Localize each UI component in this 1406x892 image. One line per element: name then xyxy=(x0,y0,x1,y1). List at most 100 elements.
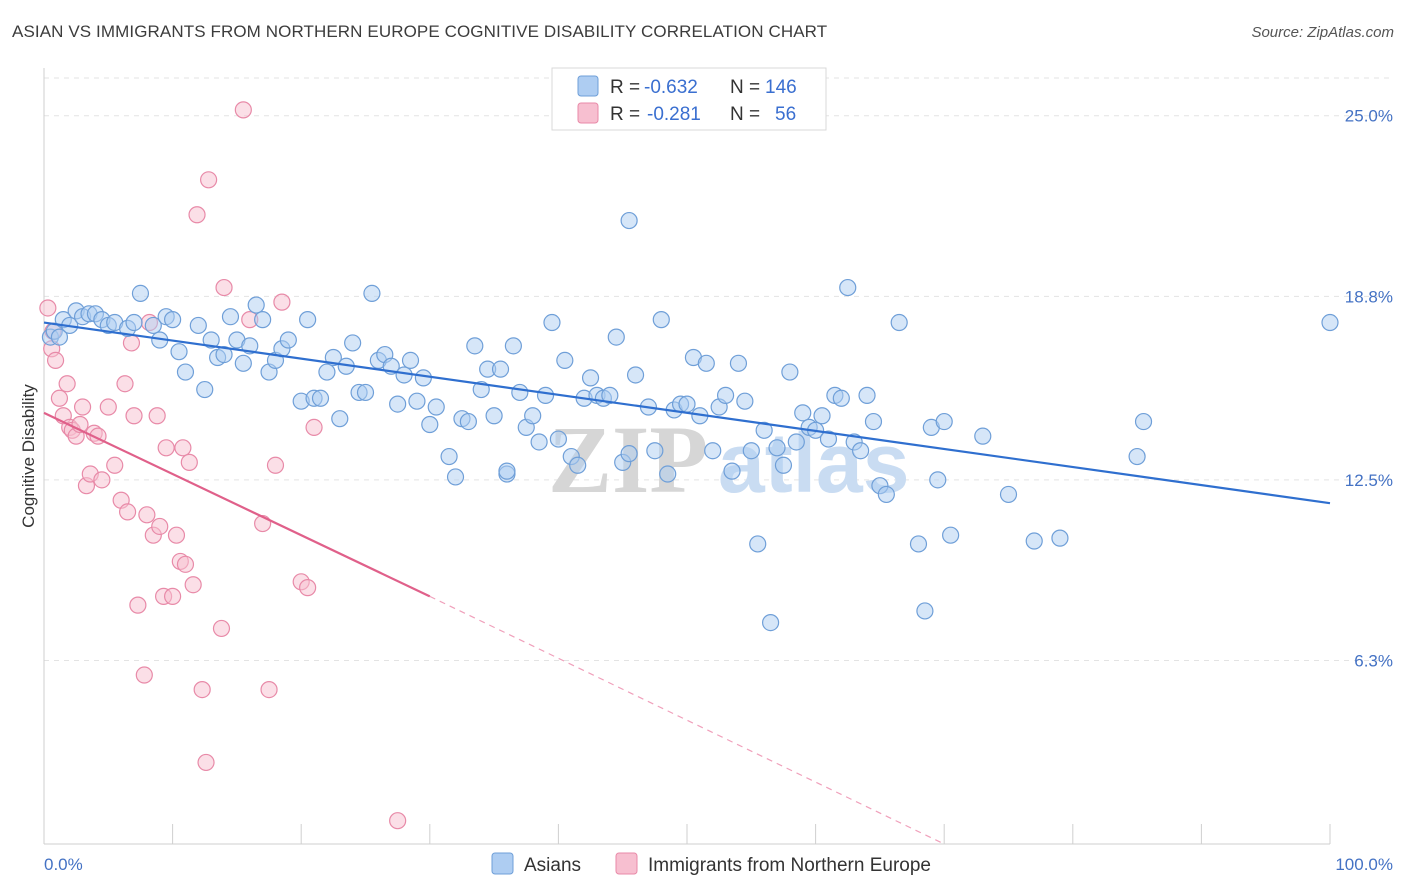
immigrant-point-54 xyxy=(389,812,407,830)
asian-point-75 xyxy=(549,430,568,448)
y-tick-label-0: 6.3% xyxy=(1354,651,1393,670)
immigrant-point-53 xyxy=(305,418,323,437)
asian-point-18 xyxy=(164,311,182,329)
immigrant-point-35 xyxy=(174,439,192,457)
asian-point-39 xyxy=(311,389,330,407)
trend-line-immigrants-extrapolated xyxy=(429,595,945,845)
asian-point-121 xyxy=(852,442,870,460)
asian-point-97 xyxy=(697,354,715,372)
asian-point-115 xyxy=(813,407,831,425)
immigrant-point-25 xyxy=(138,506,156,524)
asian-point-26 xyxy=(221,308,240,326)
asian-point-68 xyxy=(504,337,522,355)
y-tick-labels: 6.3% 12.5% 18.8% 25.0% xyxy=(1345,107,1393,671)
legend-bottom-swatch-immigrants xyxy=(615,852,638,875)
asian-point-139 xyxy=(1321,313,1339,332)
legend-bottom-swatch-asians xyxy=(491,852,514,875)
asian-point-105 xyxy=(749,535,767,553)
immigrant-point-20 xyxy=(118,503,137,521)
immigrant-point-23 xyxy=(129,596,147,614)
immigrant-point-38 xyxy=(184,576,202,594)
immigrant-point-52 xyxy=(299,579,317,597)
y-tick-label-1: 12.5% xyxy=(1345,471,1393,490)
asian-point-130 xyxy=(929,471,947,489)
asian-point-138 xyxy=(1134,412,1153,431)
y-axis-label: Cognitive Disability xyxy=(19,384,38,528)
asian-point-46 xyxy=(356,383,375,402)
asian-point-106 xyxy=(755,421,773,439)
immigrant-point-39 xyxy=(188,206,206,224)
legend-r-value-asians: -0.632 xyxy=(644,77,698,98)
legend-n-value-asians: 146 xyxy=(765,77,797,98)
asian-point-90 xyxy=(652,311,670,329)
asian-point-31 xyxy=(254,311,272,329)
series-points-immigrants xyxy=(39,101,407,830)
asian-point-103 xyxy=(736,392,754,410)
legend-n-label-asians: N = xyxy=(730,77,760,98)
asian-point-76 xyxy=(556,351,574,370)
immigrant-point-42 xyxy=(200,171,218,189)
asian-point-104 xyxy=(742,442,760,460)
immigrant-point-33 xyxy=(167,526,186,544)
immigrant-point-36 xyxy=(176,555,195,573)
chart-title: ASIAN VS IMMIGRANTS FROM NORTHERN EUROPE… xyxy=(12,22,828,41)
asian-point-28 xyxy=(234,354,252,372)
asian-point-78 xyxy=(569,456,587,474)
asian-point-109 xyxy=(774,456,793,474)
asian-point-59 xyxy=(446,468,465,486)
asian-point-102 xyxy=(729,354,748,372)
asian-point-55 xyxy=(414,369,432,387)
y-tick-label-3: 25.0% xyxy=(1345,107,1393,126)
asian-point-141 xyxy=(498,462,516,480)
asian-point-21 xyxy=(189,316,207,335)
trend-line-immigrants xyxy=(43,411,431,598)
asian-point-86 xyxy=(620,445,638,463)
asian-point-71 xyxy=(524,407,542,425)
legend-n-value-immigrants: 56 xyxy=(775,104,796,125)
trend-line-asians xyxy=(43,321,1331,505)
asian-point-51 xyxy=(389,395,407,413)
asian-point-110 xyxy=(781,363,799,381)
immigrant-point-3 xyxy=(50,389,69,407)
asian-point-128 xyxy=(916,602,934,620)
asian-point-89 xyxy=(646,442,664,460)
watermark: ZIP atlas xyxy=(548,406,909,513)
asian-point-30 xyxy=(247,296,265,314)
asian-point-37 xyxy=(299,311,317,329)
asian-point-54 xyxy=(408,392,426,410)
immigrant-point-28 xyxy=(148,407,166,425)
asian-point-101 xyxy=(723,462,741,480)
asian-point-74 xyxy=(543,313,561,332)
asian-point-126 xyxy=(890,313,908,332)
asian-point-111 xyxy=(787,433,805,451)
asian-point-127 xyxy=(909,535,928,553)
asian-point-122 xyxy=(858,386,876,404)
immigrant-point-19 xyxy=(116,375,134,393)
asian-point-72 xyxy=(530,433,548,451)
asian-point-13 xyxy=(125,313,143,332)
immigrant-point-29 xyxy=(151,517,169,536)
axes xyxy=(43,68,1331,845)
legend-swatch-immigrants xyxy=(577,102,599,124)
immigrant-point-32 xyxy=(164,587,182,605)
immigrant-point-43 xyxy=(212,619,231,638)
asian-point-140 xyxy=(620,211,638,230)
asian-point-65 xyxy=(485,407,503,425)
asian-point-98 xyxy=(704,442,722,460)
immigrant-point-10 xyxy=(73,398,92,416)
legend-bottom-label-immigrants: Immigrants from Northern Europe xyxy=(648,855,931,876)
asian-point-131 xyxy=(935,412,953,431)
asian-point-123 xyxy=(864,412,883,431)
immigrant-point-37 xyxy=(180,453,198,471)
immigrant-point-17 xyxy=(106,456,124,474)
asian-point-14 xyxy=(131,284,150,303)
immigrant-point-24 xyxy=(135,666,153,684)
asian-point-118 xyxy=(832,389,850,407)
asian-point-83 xyxy=(601,386,619,404)
asian-point-62 xyxy=(466,337,484,355)
source-label: Source: ZipAtlas.com xyxy=(1251,24,1394,41)
asian-point-133 xyxy=(974,427,992,445)
immigrant-point-50 xyxy=(273,293,291,311)
asian-point-57 xyxy=(427,398,445,416)
asian-point-84 xyxy=(607,328,625,346)
